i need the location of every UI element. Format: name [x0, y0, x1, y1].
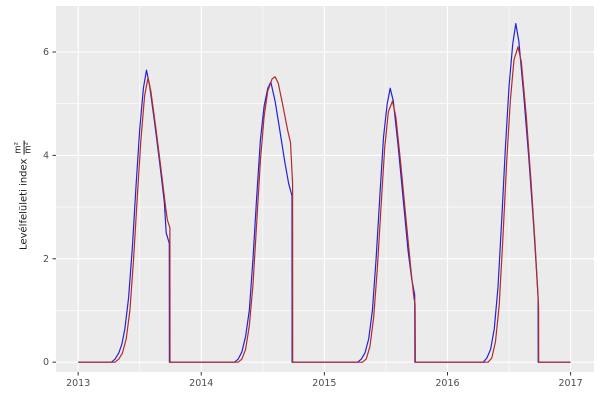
x-tick-label: 2014	[189, 378, 213, 389]
y-tick-label: 0	[43, 357, 49, 368]
y-axis-label: Levélfelületi index m² m²	[14, 135, 34, 255]
y-axis-unit-fraction: m² m²	[14, 140, 34, 155]
y-tick-label: 2	[43, 254, 49, 265]
plot-panel	[56, 6, 594, 372]
series-red-line	[78, 46, 571, 363]
x-tick-label: 2017	[559, 378, 583, 389]
y-tick-label: 6	[43, 47, 49, 58]
x-tick-label: 2016	[435, 378, 459, 389]
x-tick-label: 2015	[312, 378, 336, 389]
x-tick-label: 2013	[66, 378, 90, 389]
unit-denominator: m²	[23, 141, 34, 154]
y-tick-label: 4	[43, 150, 49, 161]
y-axis-label-text: Levélfelületi index	[18, 158, 30, 250]
